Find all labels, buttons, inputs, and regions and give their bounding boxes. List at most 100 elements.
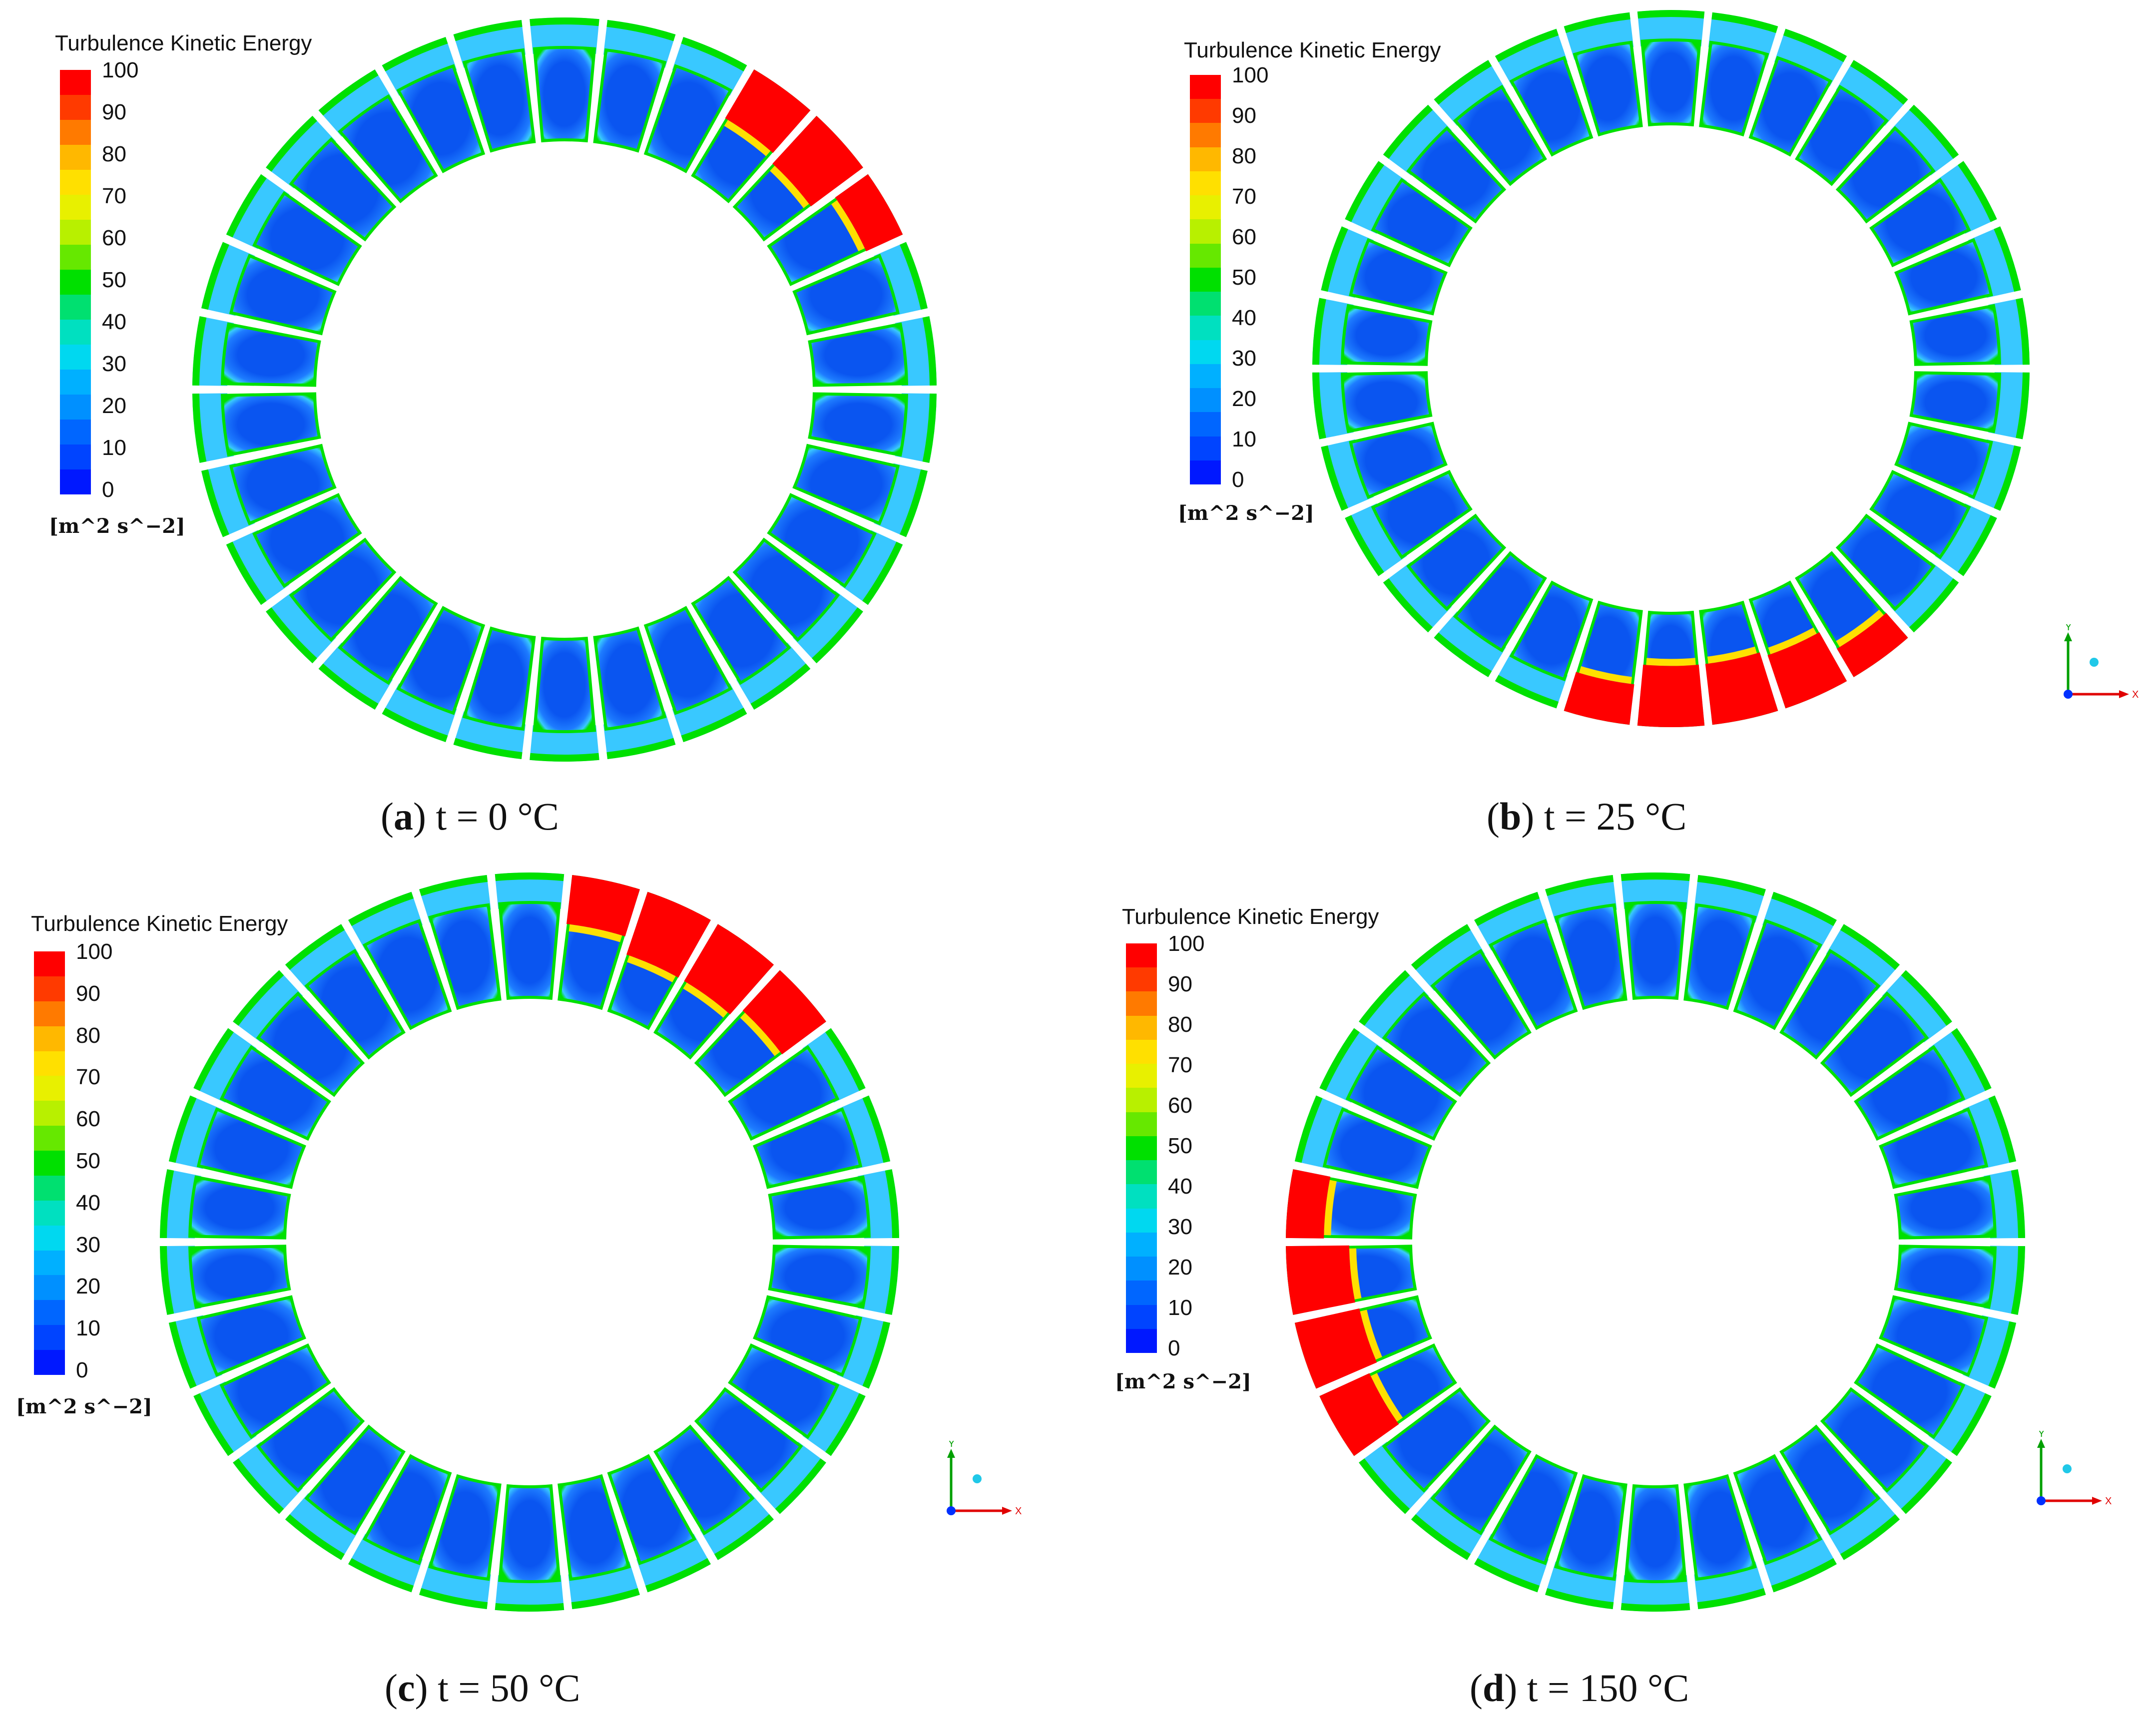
tip-edge <box>714 1514 774 1560</box>
high-tke-edge <box>831 200 865 252</box>
tip-edge <box>318 663 379 710</box>
passage-cell <box>728 1045 840 1141</box>
colorbar-segment <box>60 444 91 469</box>
panel-d: Turbulence Kinetic Energy 100 90 80 70 60 50 4… <box>1078 866 2156 1733</box>
colorbar-segment <box>60 395 91 420</box>
tip-edge <box>318 69 379 116</box>
blade-passage <box>1359 1387 1491 1514</box>
colorbar-segment <box>60 195 91 220</box>
colorbar-tick-label: 60 <box>1168 1093 1192 1118</box>
tip-edge <box>233 1458 284 1514</box>
colorbar-segment <box>1126 967 1157 992</box>
passage-cell <box>1341 371 1433 433</box>
colorbar-segment <box>1126 1160 1157 1185</box>
blade-passage <box>1699 600 1778 725</box>
colorbar-tick-label: 70 <box>1168 1053 1192 1077</box>
passage-cell <box>1894 238 1993 316</box>
tip-edge <box>1620 1603 1690 1612</box>
tip-edge <box>1312 372 1326 439</box>
tip-band <box>1762 891 1837 951</box>
tip-edge <box>1411 1514 1471 1560</box>
tip-band <box>1474 1533 1549 1593</box>
tip-band <box>700 1493 774 1560</box>
colorbar-segment <box>1126 1208 1157 1233</box>
colorbar-tick-label: 0 <box>1232 467 1244 492</box>
tip-band <box>168 1095 222 1169</box>
passage-cell <box>498 1484 561 1584</box>
high-tke-region <box>684 924 774 1015</box>
passage-cell <box>1509 55 1594 157</box>
tip-edge <box>1545 874 1614 896</box>
tip-edge <box>1545 1588 1614 1610</box>
passage-cell <box>1854 1045 1966 1141</box>
colorbar-segment <box>1126 1136 1157 1161</box>
passage-cell <box>1699 40 1769 137</box>
colorbar-tick-label: 80 <box>102 142 126 166</box>
colorbar-segment <box>60 345 91 370</box>
tip-edge <box>382 708 448 742</box>
colorbar-segment <box>60 120 91 145</box>
blade-passage <box>1620 1484 1690 1612</box>
colorbar-tick-label: 50 <box>76 1149 100 1173</box>
panel-b: Turbulence Kinetic Energy 100 90 80 70 60 50 4… <box>1078 0 2156 866</box>
colorbar-segment <box>34 951 65 976</box>
passage-cell <box>1371 469 1473 559</box>
blade-passage <box>1879 1295 2017 1389</box>
passage-cell <box>1624 901 1687 1000</box>
blade-passage <box>530 17 599 143</box>
x-axis-arrow <box>1002 1507 1012 1515</box>
colorbar-segment <box>60 420 91 444</box>
passage-cell <box>1488 1454 1578 1565</box>
tip-edge <box>922 316 937 386</box>
colorbar-tick-label: 30 <box>1168 1215 1192 1239</box>
tip-band <box>1963 1315 2017 1389</box>
tip-band <box>1411 924 1485 991</box>
high-tke-edge <box>568 924 622 942</box>
blade-passage <box>1733 1454 1837 1593</box>
z-axis-dot <box>947 1506 956 1515</box>
tip-edge <box>495 872 564 881</box>
blade-passage <box>168 1095 306 1189</box>
colorbar-tick-label: 60 <box>76 1107 100 1132</box>
passage-cell <box>753 1295 863 1377</box>
blade-passage <box>233 970 365 1097</box>
blade-passage <box>1359 970 1491 1097</box>
tip-edge <box>1988 1095 2017 1163</box>
caption-letter: d <box>1482 1666 1505 1710</box>
passage-cell <box>196 1107 306 1189</box>
blade-passage <box>1319 1028 1457 1141</box>
colorbar-segment <box>1190 460 1221 484</box>
passage-cell <box>1554 1474 1627 1581</box>
tip-edge <box>862 1095 891 1163</box>
colorbar-tick-label: 30 <box>102 352 126 376</box>
tip-band <box>1474 891 1549 951</box>
blade-passage <box>753 1095 891 1189</box>
blade-passage <box>1894 1245 2025 1315</box>
tip-edge <box>453 19 523 41</box>
passage-cell <box>304 1424 406 1536</box>
passage-cell <box>256 991 365 1097</box>
colorbar-tick-label: 90 <box>1232 103 1256 128</box>
passage-cell <box>252 191 362 286</box>
colorbar-segment <box>1190 219 1221 244</box>
blade-passage <box>768 1169 899 1240</box>
tip-edge <box>1697 1588 1766 1610</box>
blade-passage <box>495 872 564 1000</box>
tip-edge <box>1345 161 1384 222</box>
tip-edge <box>1312 298 1326 365</box>
tip-band <box>193 1028 257 1103</box>
passage-cell <box>1835 513 1936 611</box>
contour-ring-b <box>1312 9 2030 727</box>
passage-cell <box>1879 1107 1989 1189</box>
passage-cell <box>728 1343 840 1439</box>
blade-passage <box>1345 469 1473 576</box>
colorbar-segment <box>34 1325 65 1350</box>
blade-passage <box>593 626 676 760</box>
colorbar-tick-label: 10 <box>76 1316 100 1341</box>
tip-edge <box>1637 9 1705 19</box>
blade-passage <box>1434 60 1547 186</box>
tip-edge <box>348 891 414 926</box>
colorbar-segment <box>1190 412 1221 436</box>
